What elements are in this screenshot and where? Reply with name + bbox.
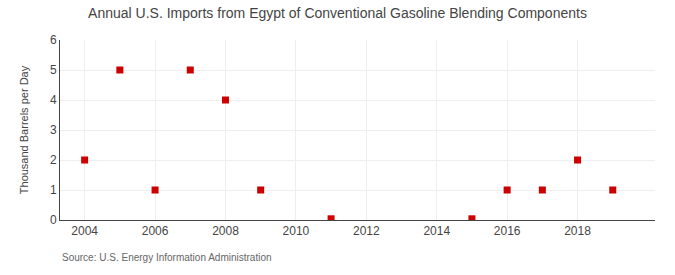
- svg-text:2014: 2014: [423, 224, 450, 238]
- svg-text:Thousand Barrels per Day: Thousand Barrels per Day: [18, 65, 30, 194]
- svg-text:2010: 2010: [283, 224, 310, 238]
- svg-text:1: 1: [50, 183, 57, 197]
- svg-text:2018: 2018: [564, 224, 591, 238]
- svg-text:4: 4: [50, 93, 57, 107]
- svg-text:2: 2: [50, 153, 57, 167]
- svg-text:2006: 2006: [142, 224, 169, 238]
- svg-text:Source: U.S. Energy Informatio: Source: U.S. Energy Information Administ…: [62, 252, 272, 263]
- svg-text:2012: 2012: [353, 224, 380, 238]
- svg-text:2004: 2004: [71, 224, 98, 238]
- svg-text:6: 6: [50, 33, 57, 47]
- svg-text:2016: 2016: [494, 224, 521, 238]
- svg-text:3: 3: [50, 123, 57, 137]
- svg-text:Annual U.S. Imports from Egypt: Annual U.S. Imports from Egypt of Conven…: [88, 5, 587, 21]
- svg-text:0: 0: [50, 213, 57, 227]
- svg-text:2008: 2008: [212, 224, 239, 238]
- svg-text:5: 5: [50, 63, 57, 77]
